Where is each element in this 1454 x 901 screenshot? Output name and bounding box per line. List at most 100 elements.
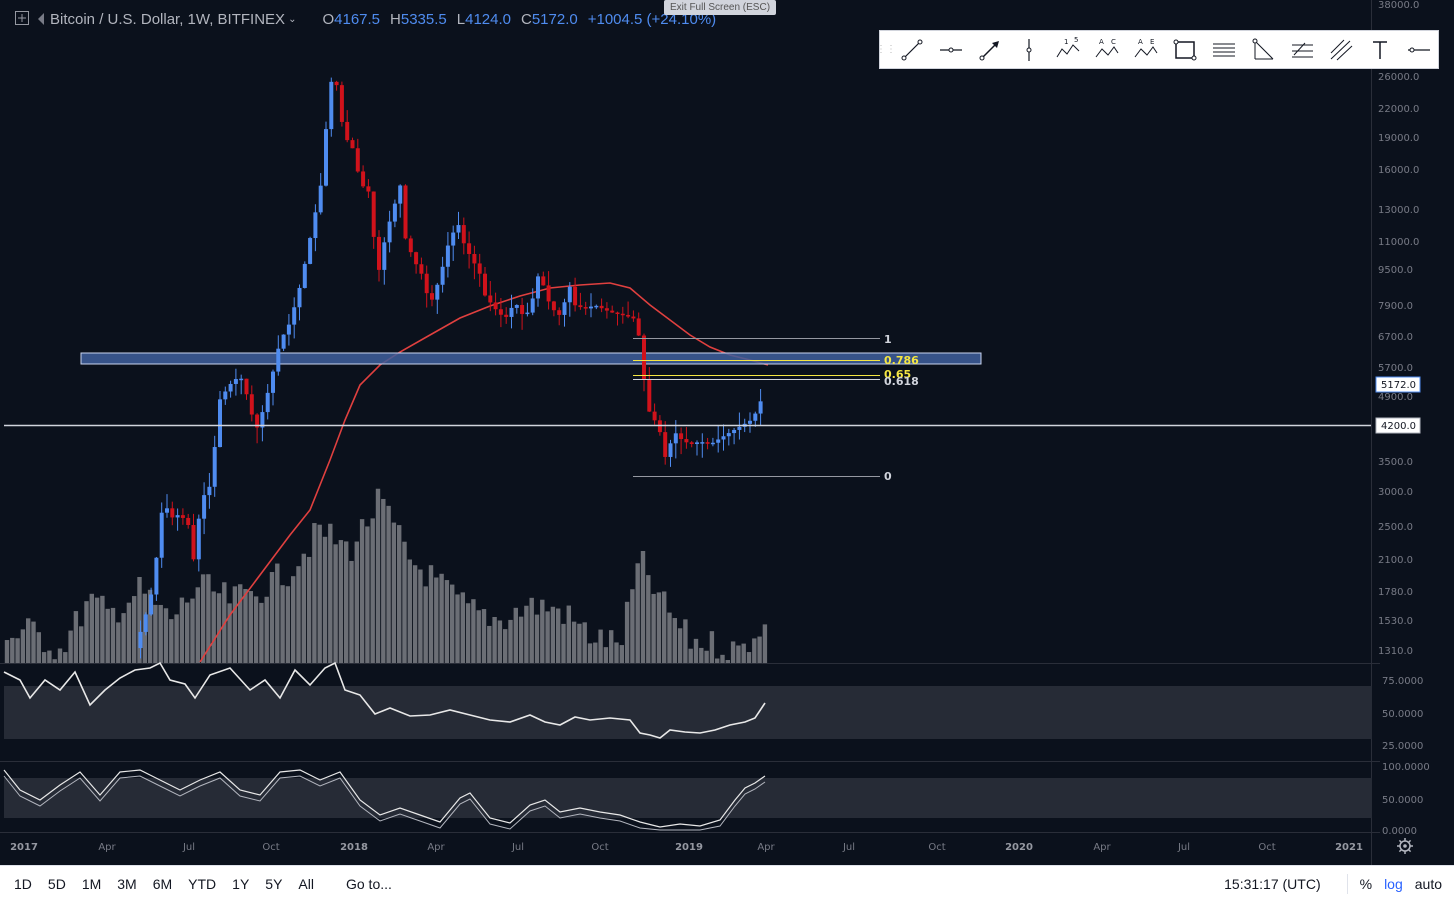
arrow-icon[interactable] (970, 31, 1009, 68)
candle-body (504, 314, 509, 317)
volume-bar (132, 596, 137, 663)
trend-line-icon[interactable] (892, 31, 931, 68)
text-icon[interactable] (1360, 31, 1399, 68)
fib-retracement-icon[interactable] (1282, 31, 1321, 68)
horizontal-line-icon[interactable] (1399, 31, 1438, 68)
candle-body (255, 414, 260, 428)
price-axis-label: 5700.0 (1378, 363, 1413, 374)
volume-bar (291, 576, 296, 663)
volume-bar (381, 498, 386, 663)
symbol-title[interactable]: Bitcoin / U.S. Dollar, 1W, BITFINEX ⌄ (38, 11, 296, 28)
volume-bar (635, 563, 640, 663)
price-axis[interactable]: 38000.0 26000.0 22000.0 19000.0 16000.0 13000… (1378, 0, 1419, 657)
candle-body (329, 81, 334, 130)
volume-bar (741, 643, 746, 663)
candle-body (392, 203, 397, 222)
volume-bar (561, 623, 566, 663)
time-axis-label: 2020 (1005, 842, 1033, 853)
time-axis-label: 2018 (340, 842, 368, 853)
candle-body (700, 442, 705, 444)
volume-bar (41, 652, 47, 663)
candle-body (350, 140, 355, 149)
fib-label-0786: 0.786 (884, 354, 919, 367)
range-6m[interactable]: 6M (152, 875, 173, 892)
resistance-zone[interactable] (80, 352, 982, 365)
candle-body (604, 308, 609, 311)
candle-body (414, 252, 419, 265)
settings-gear-icon[interactable] (1397, 838, 1413, 854)
time-axis-label: 2017 (10, 842, 38, 853)
utc-clock[interactable]: 15:31:17 (UTC) (1224, 875, 1321, 892)
candle-body (525, 312, 530, 315)
volume-bar (476, 610, 481, 663)
exit-fullscreen-button[interactable]: Exit Full Screen (ESC) (664, 0, 777, 15)
range-3m[interactable]: 3M (117, 875, 137, 892)
parallel-channel-icon[interactable] (1204, 31, 1243, 68)
time-axis[interactable]: 2017 Apr Jul Oct 2018 Apr Jul Oct 2019 Apr Jul Oct 2… (10, 842, 1363, 853)
rsi-line-path (3, 661, 766, 739)
candle-body (377, 236, 381, 270)
volume-bar (301, 553, 306, 663)
volume-bar (264, 596, 269, 663)
candle-body (472, 253, 477, 264)
rectangle-icon[interactable] (1165, 31, 1204, 68)
candle-body (408, 238, 413, 253)
range-5y[interactable]: 5Y (265, 875, 283, 892)
price-axis-label: 2500.0 (1378, 522, 1413, 533)
auto-scale-toggle[interactable]: auto (1414, 875, 1442, 892)
range-1m[interactable]: 1M (81, 875, 102, 892)
volume-bar (20, 629, 26, 663)
candle-body (663, 432, 668, 457)
range-all[interactable]: All (298, 875, 314, 892)
stoch-axis-label: 100.0000 (1382, 762, 1430, 773)
price-axis-label: 38000.0 (1378, 0, 1419, 11)
toolbar-drag-handle-icon[interactable]: ⋮⋮ (876, 44, 896, 55)
range-1y[interactable]: 1Y (232, 875, 250, 892)
volume-bar (52, 659, 57, 663)
close-key: C (521, 10, 532, 28)
goto-date-button[interactable]: Go to... (345, 875, 392, 892)
volume-bar (121, 613, 126, 663)
fib-retracement[interactable]: 1 0.786 0.65 0.618 0 (633, 333, 919, 483)
candle-body (334, 81, 339, 86)
elliott-label-5: 5 (1074, 37, 1078, 44)
range-1d[interactable]: 1D (14, 875, 32, 892)
time-axis-label: Oct (262, 842, 279, 853)
stoch-axis[interactable]: 100.0000 50.0000 0.0000 (1382, 762, 1430, 837)
range-ytd[interactable]: YTD (188, 875, 217, 892)
candle-body (758, 401, 763, 414)
volume-bar (269, 572, 275, 663)
symbol-legend: Bitcoin / U.S. Dollar, 1W, BITFINEX ⌄ O4… (38, 8, 716, 30)
candle-body (689, 442, 694, 445)
high-value: 5335.5 (400, 10, 447, 28)
volume-bar (397, 525, 402, 663)
volume-bar (227, 603, 232, 663)
rsi-axis[interactable]: 75.0000 50.0000 25.0000 (1382, 676, 1423, 752)
volume-bar (757, 636, 762, 663)
volume-bar (15, 638, 20, 663)
chevron-down-icon[interactable]: ⌄ (288, 13, 297, 25)
volume-bar (423, 586, 428, 663)
expand-chart-icon[interactable] (15, 11, 29, 25)
candle-body (207, 486, 212, 496)
volume-bar (68, 630, 73, 663)
log-scale-toggle[interactable]: log (1384, 875, 1403, 892)
volume-bar (497, 620, 503, 663)
fib-fan-icon[interactable] (1243, 31, 1282, 68)
collapse-triangle-icon[interactable] (38, 13, 44, 25)
stoch-rsi-band (4, 778, 1372, 818)
candle-body (567, 286, 572, 303)
pitchfork-icon[interactable] (1321, 31, 1360, 68)
range-5d[interactable]: 5D (47, 875, 66, 892)
price-chart[interactable]: 1 0.786 0.65 0.618 0 38000.0 26000.0 22000… (0, 0, 1454, 865)
vertical-line-icon[interactable] (1009, 31, 1048, 68)
volume-bar (253, 596, 259, 663)
volume-bar (624, 601, 630, 663)
percent-scale-toggle[interactable]: % (1359, 875, 1373, 892)
price-axis-label: 26000.0 (1378, 72, 1419, 83)
horizontal-ray-icon[interactable] (931, 31, 970, 68)
open-key: O (322, 10, 335, 28)
